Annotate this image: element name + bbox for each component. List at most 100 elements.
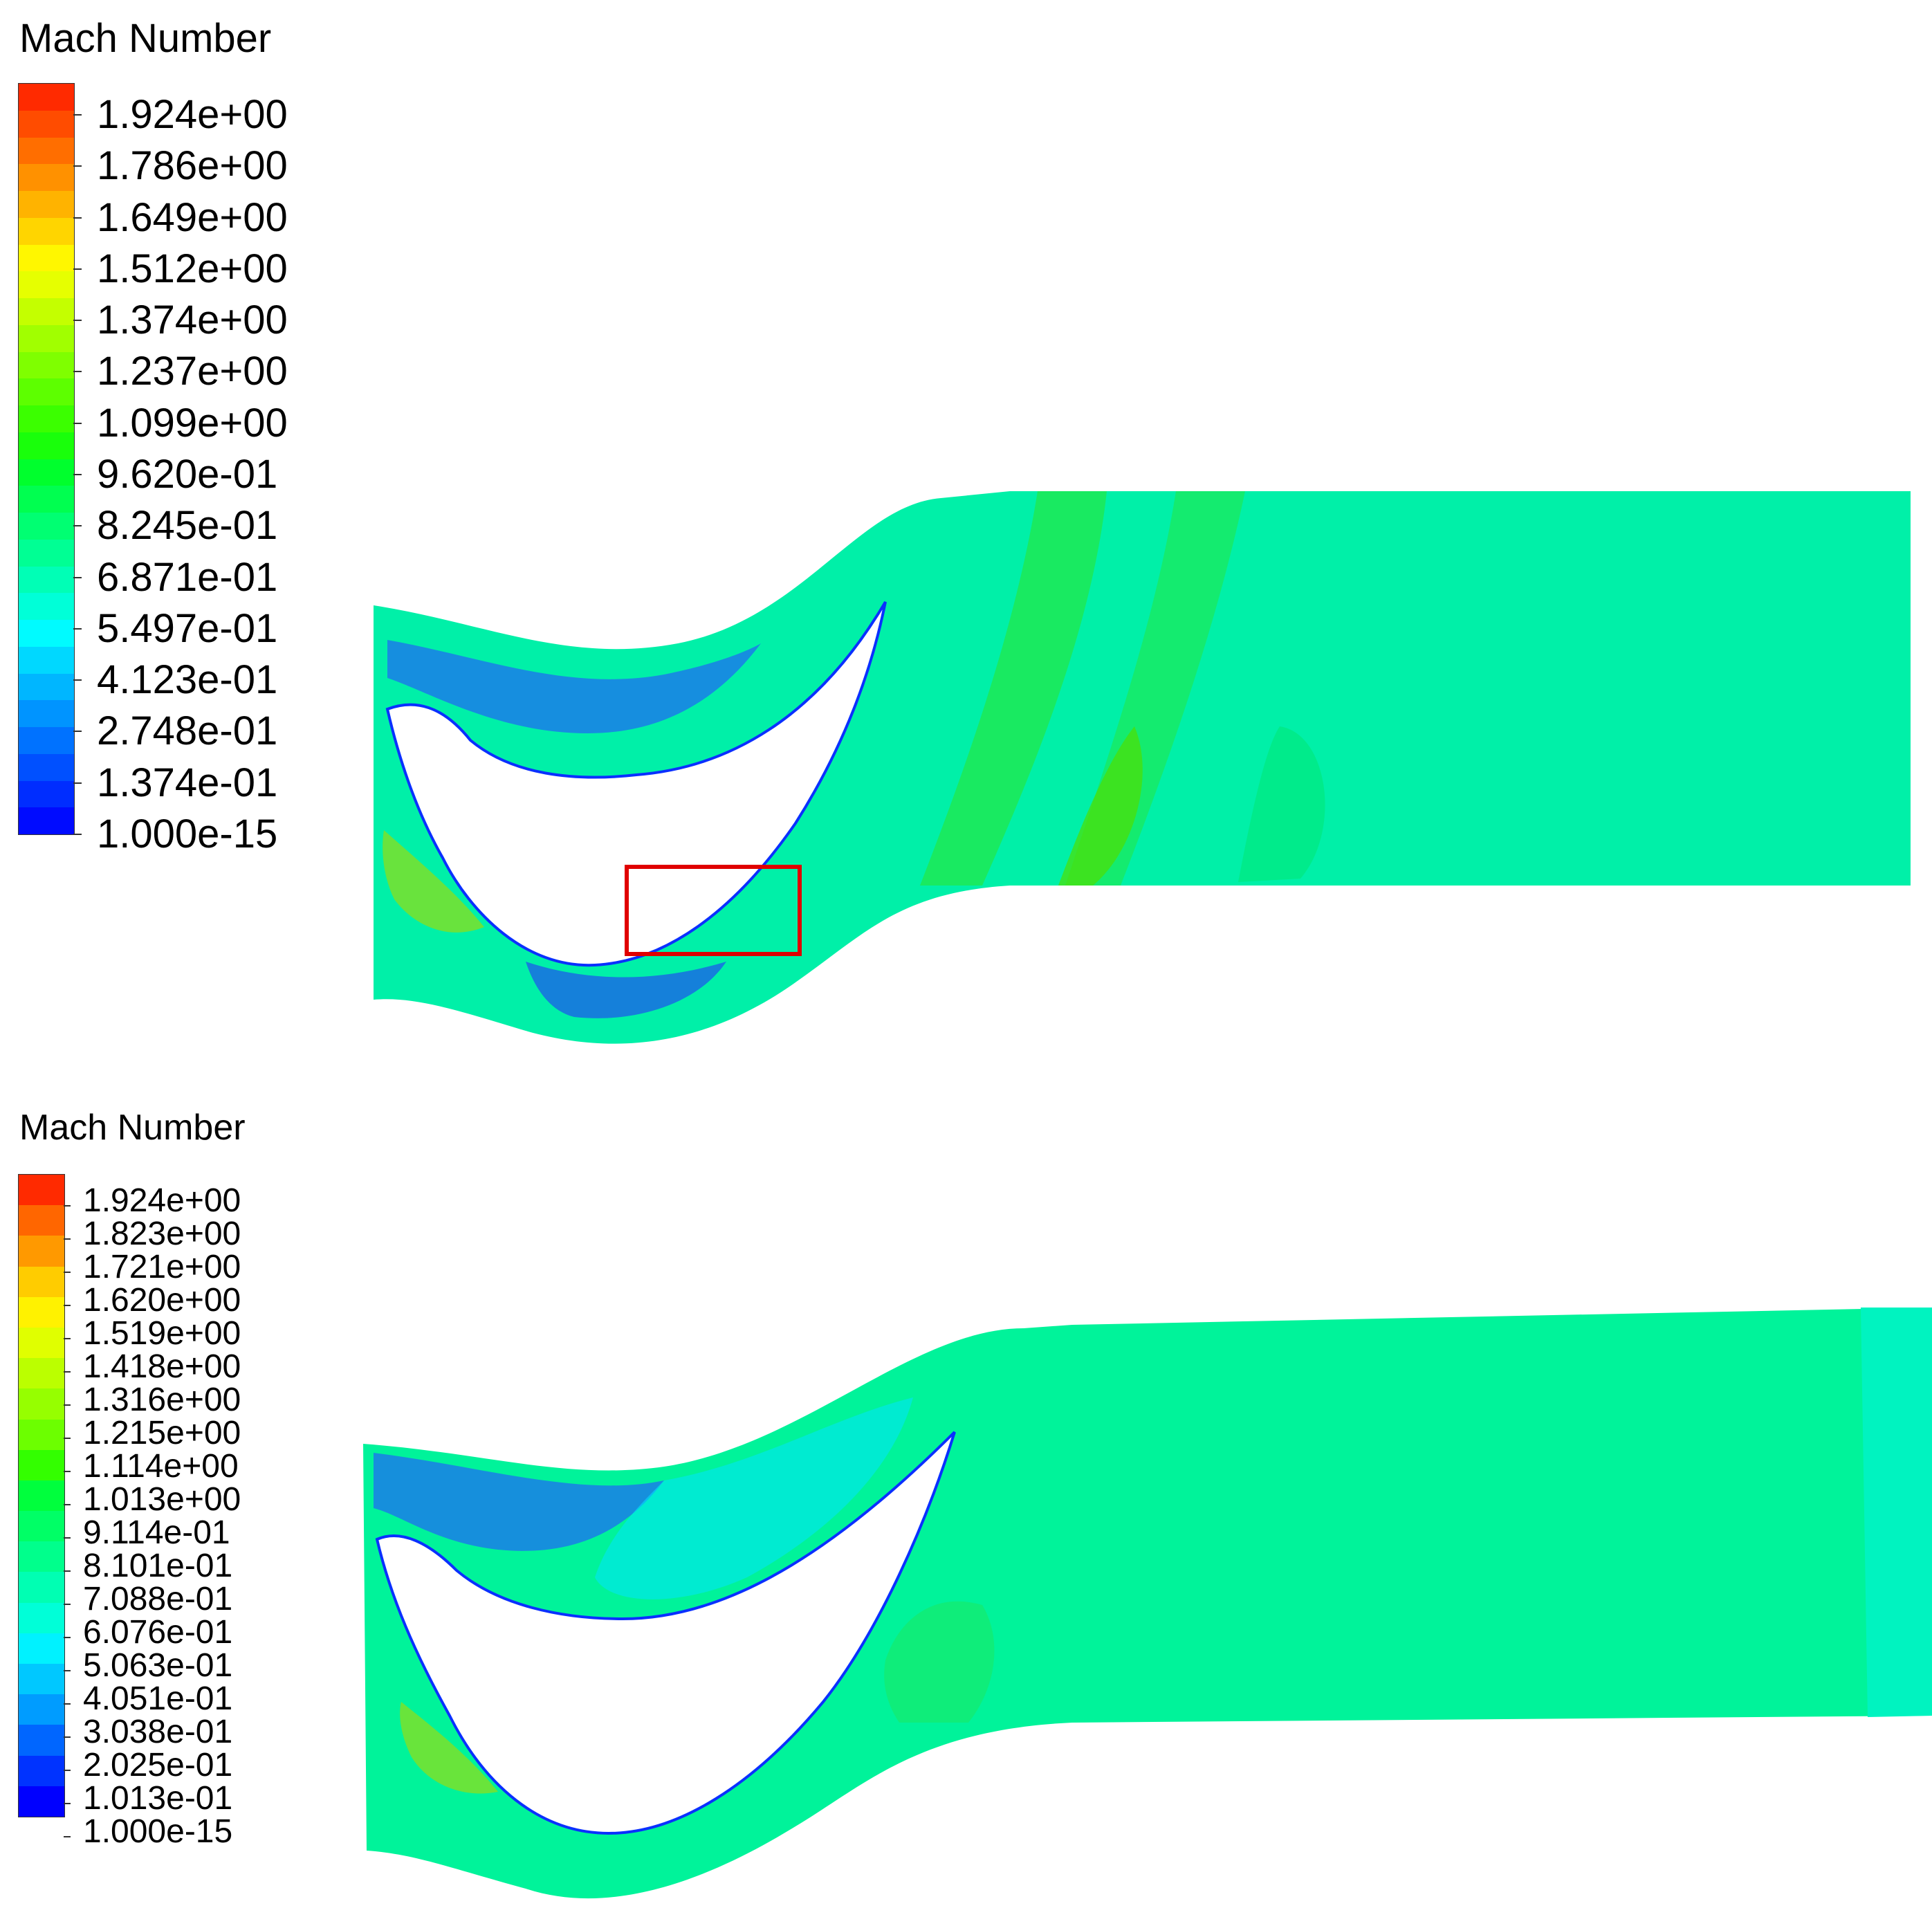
colorbar-tick	[73, 679, 82, 681]
mach-low-zone-top	[387, 640, 761, 733]
colorbar-tick-label: 1.512e+00	[97, 246, 288, 291]
colorbar-tick-label: 1.013e-01	[83, 1780, 233, 1817]
colorbar-swatch	[19, 1480, 64, 1512]
colorbar-tick-label: 9.114e-01	[83, 1514, 230, 1551]
colorbar-tick	[64, 1338, 71, 1339]
legend-title: Mach Number	[19, 1108, 246, 1148]
colorbar-tick	[64, 1703, 71, 1705]
colorbar-tick-label: 1.649e+00	[97, 195, 288, 240]
colorbar-tick-label: 4.051e-01	[83, 1680, 233, 1717]
mach-low-zone-top-2	[526, 962, 726, 1018]
mach-contour-field-bottom	[363, 1308, 1932, 1899]
colorbar-tick-label: 1.924e+00	[97, 92, 288, 137]
colorbar-tick-label: 7.088e-01	[83, 1581, 233, 1617]
contour-panel-top: Mach Number 1.924e+00 1.786e+00 1.649e+00 1…	[18, 16, 1911, 1044]
colorbar-tick-label: 1.620e+00	[83, 1282, 241, 1319]
mach-low-zone-bottom	[374, 1453, 664, 1551]
colorbar-swatch	[19, 1388, 64, 1420]
colorbar-tick	[73, 577, 82, 578]
colorbar-tick	[64, 1537, 71, 1539]
colorbar-swatch	[19, 593, 74, 620]
mach-band-top-3	[1058, 726, 1143, 886]
colorbar-tick	[64, 1205, 71, 1207]
colorbar-swatch	[19, 620, 74, 647]
mach-mid-zone-bottom	[595, 1397, 913, 1599]
mach-band-bottom-2	[884, 1601, 995, 1723]
colorbar-swatch	[19, 566, 74, 594]
colorbar-tick-label: 1.721e+00	[83, 1249, 241, 1285]
colorbar-tick	[64, 1670, 71, 1671]
colorbar-tick-label: 1.786e+00	[97, 143, 288, 188]
colorbar-tick	[73, 268, 82, 270]
colorbar-swatch	[19, 753, 74, 781]
colorbar-swatch	[19, 405, 74, 432]
colorbar-swatch	[19, 1602, 64, 1633]
colorbar-tick-label: 1.114e+00	[83, 1448, 239, 1485]
colorbar-tick-label: 1.000e-15	[97, 811, 278, 856]
colorbar-tick-label: 2.025e-01	[83, 1747, 233, 1783]
colorbar-tick	[73, 423, 82, 424]
blade-bottom	[375, 1431, 956, 1835]
colorbar	[18, 1174, 65, 1817]
colorbar-swatch	[19, 84, 74, 111]
colorbar-tick	[73, 525, 82, 526]
colorbar-swatch	[19, 1694, 64, 1725]
colorbar-swatch	[19, 1327, 64, 1359]
contour-panel-bottom: Mach Number 1.924e+00 1.823e+00 1.721e+00 1…	[0, 1093, 1932, 1917]
colorbar-swatch	[19, 780, 74, 808]
colorbar-tick	[73, 474, 82, 475]
colorbar-tick	[64, 1272, 71, 1273]
mach-high-zone-bottom	[400, 1702, 498, 1794]
colorbar-tick	[64, 1504, 71, 1505]
legend-title: Mach Number	[19, 16, 272, 61]
colorbar-tick	[73, 114, 82, 116]
colorbar-swatch	[19, 1725, 64, 1756]
colorbar-tick-label: 5.063e-01	[83, 1647, 233, 1684]
colorbar-swatch	[19, 1296, 64, 1328]
colorbar-tick	[64, 1803, 71, 1804]
colorbar-tick	[64, 1371, 71, 1373]
highlight-box	[625, 865, 802, 956]
colorbar-swatch	[19, 244, 74, 272]
colorbar	[18, 83, 75, 835]
colorbar-swatch	[19, 727, 74, 754]
colorbar-swatch	[19, 646, 74, 674]
colorbar-tick	[64, 1770, 71, 1771]
colorbar-swatch	[19, 271, 74, 298]
colorbar-swatch	[19, 432, 74, 459]
colorbar-swatch	[19, 351, 74, 379]
colorbar-tick	[64, 1305, 71, 1306]
colorbar-tick	[73, 371, 82, 372]
mach-band-bottom-1	[1861, 1308, 1932, 1717]
colorbar-swatch	[19, 1572, 64, 1603]
colorbar-swatch	[19, 1511, 64, 1542]
colorbar-tick	[73, 834, 82, 835]
colorbar-swatch	[19, 1449, 64, 1480]
colorbar-tick	[64, 1836, 71, 1837]
colorbar-tick-label: 1.418e+00	[83, 1348, 241, 1385]
colorbar-tick	[64, 1438, 71, 1439]
colorbar-tick-label: 6.871e-01	[97, 555, 278, 600]
colorbar-tick	[64, 1736, 71, 1738]
colorbar-swatch	[19, 1541, 64, 1572]
colorbar-swatch	[19, 298, 74, 325]
colorbar-tick-label: 3.038e-01	[83, 1714, 233, 1750]
colorbar-swatch	[19, 700, 74, 727]
colorbar-tick	[64, 1637, 71, 1638]
colorbar-tick-label: 1.316e+00	[83, 1382, 241, 1418]
blade-top	[385, 600, 887, 967]
colorbar-swatch	[19, 539, 74, 567]
mach-high-zone-top	[383, 830, 484, 933]
colorbar-tick	[64, 1604, 71, 1605]
colorbar-tick-label: 2.748e-01	[97, 708, 278, 753]
colorbar-tick	[73, 217, 82, 219]
colorbar-swatch	[19, 324, 74, 352]
mach-contour-field-top	[374, 491, 1911, 1044]
colorbar-swatch	[19, 486, 74, 513]
colorbar-tick-label: 1.374e+00	[97, 297, 288, 342]
colorbar-swatch	[19, 378, 74, 405]
colorbar-tick-label: 1.823e+00	[83, 1216, 241, 1252]
colorbar-tick-label: 1.374e-01	[97, 760, 278, 805]
colorbar-swatch	[19, 110, 74, 138]
colorbar-swatch	[19, 137, 74, 165]
